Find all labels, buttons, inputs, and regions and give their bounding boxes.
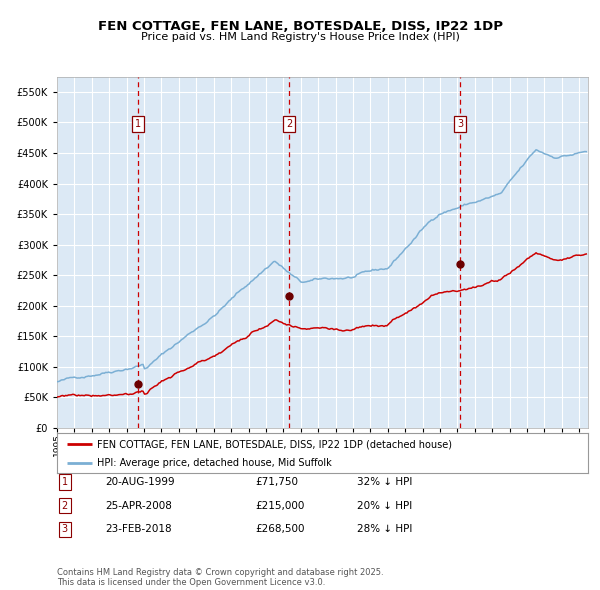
Text: 1: 1	[62, 477, 68, 487]
Text: 32% ↓ HPI: 32% ↓ HPI	[357, 477, 412, 487]
Text: HPI: Average price, detached house, Mid Suffolk: HPI: Average price, detached house, Mid …	[97, 458, 332, 468]
Text: FEN COTTAGE, FEN LANE, BOTESDALE, DISS, IP22 1DP: FEN COTTAGE, FEN LANE, BOTESDALE, DISS, …	[97, 20, 503, 33]
Text: 25-APR-2008: 25-APR-2008	[105, 501, 172, 510]
Text: 20% ↓ HPI: 20% ↓ HPI	[357, 501, 412, 510]
Text: £268,500: £268,500	[255, 525, 305, 534]
Text: £71,750: £71,750	[255, 477, 298, 487]
Text: 2: 2	[286, 119, 292, 129]
Text: FEN COTTAGE, FEN LANE, BOTESDALE, DISS, IP22 1DP (detached house): FEN COTTAGE, FEN LANE, BOTESDALE, DISS, …	[97, 440, 452, 450]
Text: £215,000: £215,000	[255, 501, 304, 510]
Text: Price paid vs. HM Land Registry's House Price Index (HPI): Price paid vs. HM Land Registry's House …	[140, 32, 460, 41]
Text: 3: 3	[457, 119, 463, 129]
Text: Contains HM Land Registry data © Crown copyright and database right 2025.
This d: Contains HM Land Registry data © Crown c…	[57, 568, 383, 587]
Text: 23-FEB-2018: 23-FEB-2018	[105, 525, 172, 534]
Text: 1: 1	[135, 119, 141, 129]
Text: 28% ↓ HPI: 28% ↓ HPI	[357, 525, 412, 534]
Text: 20-AUG-1999: 20-AUG-1999	[105, 477, 175, 487]
Text: 3: 3	[62, 525, 68, 534]
Text: 2: 2	[62, 501, 68, 510]
